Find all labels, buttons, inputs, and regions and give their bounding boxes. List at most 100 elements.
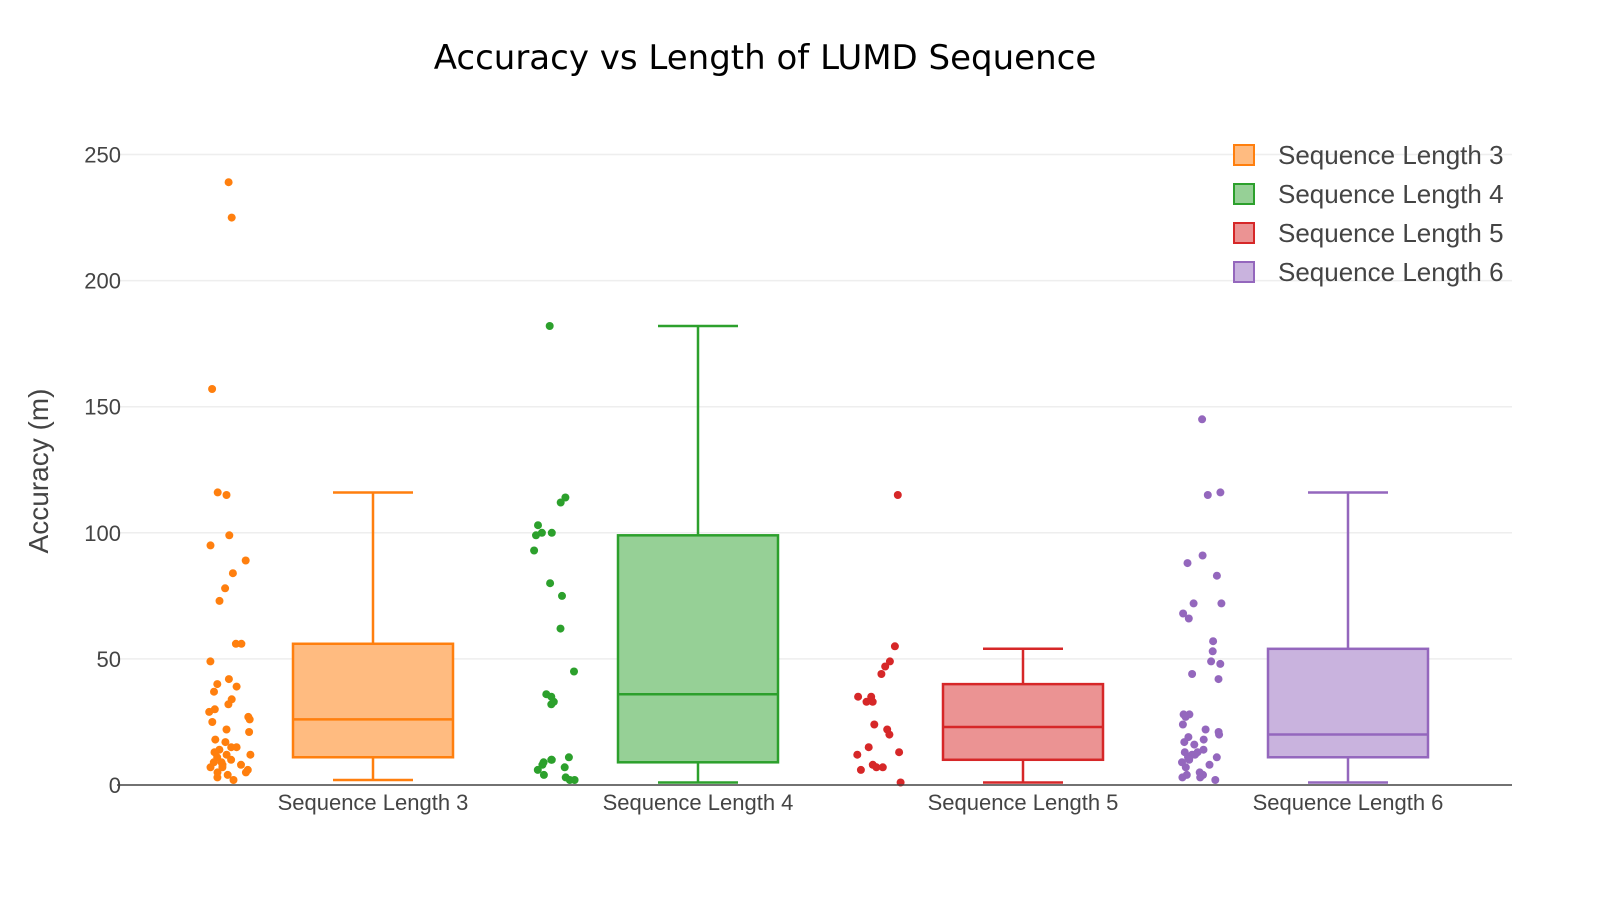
- series-4-point: [1217, 599, 1226, 608]
- y-tick-label-200: 200: [84, 269, 121, 294]
- series-2-point: [558, 591, 566, 600]
- series-4-point: [1185, 755, 1194, 764]
- series-4-point: [1215, 730, 1224, 739]
- series-3-point: [872, 763, 881, 772]
- series-3-point: [870, 720, 879, 729]
- series-2-point: [546, 579, 555, 588]
- y-tick-label-0: 0: [109, 773, 121, 798]
- series-1-point: [208, 718, 217, 726]
- series-1-point: [224, 178, 233, 187]
- series-1-point: [205, 707, 214, 716]
- series-4-point: [1181, 763, 1190, 772]
- series-2-box: [616, 534, 780, 764]
- series-3-point: [885, 730, 894, 739]
- series-1-point: [231, 639, 240, 648]
- series-1-point: [227, 213, 236, 222]
- series-1-box: [291, 642, 455, 759]
- series-2-point: [570, 667, 578, 676]
- series-1-point: [228, 569, 237, 578]
- legend-item-3[interactable]: Sequence Length 5: [1233, 218, 1504, 248]
- series-2-point: [533, 765, 542, 774]
- series-4-point: [1190, 740, 1199, 749]
- series-1-point: [222, 725, 231, 734]
- series-1-point: [210, 687, 218, 696]
- series-1-point: [206, 541, 215, 550]
- series-2-point: [547, 755, 556, 764]
- series-4-point: [1188, 670, 1197, 678]
- series-1-point: [213, 680, 222, 689]
- legend-label-1: Sequence Length 3: [1278, 140, 1504, 170]
- series-4-point: [1191, 750, 1199, 759]
- series-4-point: [1211, 776, 1220, 784]
- legend-swatch-1: [1233, 144, 1255, 166]
- series-1-point: [225, 531, 234, 540]
- series-4-point: [1189, 599, 1198, 608]
- series-3-point: [881, 662, 890, 671]
- series-1-point: [224, 700, 233, 709]
- series-4-group: [1178, 415, 1430, 784]
- chart-title: Accuracy vs Length of LUMD Sequence: [434, 38, 1097, 78]
- legend-swatch-3: [1233, 222, 1255, 244]
- series-2-point: [532, 531, 540, 540]
- x-tick-label-3: Sequence Length 5: [928, 790, 1119, 815]
- series-1-point: [232, 682, 241, 691]
- x-axis-ticks: Sequence Length 3 Sequence Length 4 Sequen…: [278, 790, 1444, 815]
- series-2-point: [560, 763, 569, 772]
- series-1-point: [223, 770, 232, 779]
- series-4-point: [1208, 647, 1217, 656]
- legend-label-4: Sequence Length 6: [1278, 257, 1504, 287]
- series-1-point: [246, 750, 255, 759]
- series-2-point: [534, 521, 542, 530]
- x-tick-label-4: Sequence Length 6: [1253, 790, 1444, 815]
- series-1-point: [208, 385, 217, 393]
- series-2-point: [564, 753, 573, 762]
- legend-item-4[interactable]: Sequence Length 6: [1233, 257, 1504, 287]
- series-4-point: [1181, 712, 1190, 721]
- legend-item-2[interactable]: Sequence Length 4: [1233, 179, 1504, 209]
- series-4-point: [1212, 571, 1221, 580]
- series-4-point: [1214, 675, 1223, 684]
- series-3-box: [941, 682, 1105, 762]
- legend-label-2: Sequence Length 4: [1278, 179, 1504, 209]
- series-1-point: [222, 491, 231, 499]
- series-3-point: [893, 491, 902, 499]
- series-4-point: [1216, 659, 1225, 668]
- y-tick-label-50: 50: [97, 647, 121, 672]
- y-axis-title: Accuracy (m): [23, 389, 54, 554]
- series-4-point: [1178, 773, 1187, 782]
- series-4-point: [1205, 760, 1214, 769]
- series-3-point: [890, 642, 899, 651]
- series-1-point: [221, 584, 230, 593]
- series-2-point: [538, 760, 547, 769]
- series-2-point: [570, 776, 579, 784]
- series-4-point: [1183, 559, 1192, 568]
- series-1-point: [229, 776, 238, 784]
- series-2-point: [547, 528, 556, 537]
- y-tick-label-100: 100: [84, 521, 121, 546]
- legend-label-3: Sequence Length 5: [1278, 218, 1504, 248]
- series-3-point: [885, 657, 894, 666]
- series-3-point: [877, 670, 886, 678]
- series-2-point: [556, 498, 565, 507]
- series-1-point: [213, 488, 222, 497]
- legend[interactable]: Sequence Length 3 Sequence Length 4 Sequen…: [1233, 140, 1504, 287]
- series-2-point: [547, 700, 556, 709]
- series-3-point: [854, 692, 863, 701]
- series-4-box: [1266, 647, 1430, 759]
- series-4-point: [1184, 614, 1193, 623]
- series-1-point: [241, 768, 250, 777]
- x-tick-label-2: Sequence Length 4: [603, 790, 794, 815]
- x-tick-label-1: Sequence Length 3: [278, 790, 469, 815]
- series-1-point: [237, 639, 246, 648]
- series-4-point: [1196, 773, 1205, 782]
- series-3-point: [895, 748, 904, 757]
- series-1-point: [237, 760, 245, 769]
- legend-item-1[interactable]: Sequence Length 3: [1233, 140, 1504, 170]
- series-2-point: [561, 493, 570, 502]
- plot-area: [205, 178, 1430, 787]
- series-3-point: [878, 763, 887, 772]
- y-axis-ticks: 0 50 100 150 200 250: [84, 143, 121, 799]
- series-1-point: [218, 763, 227, 772]
- series-4-point: [1198, 415, 1207, 424]
